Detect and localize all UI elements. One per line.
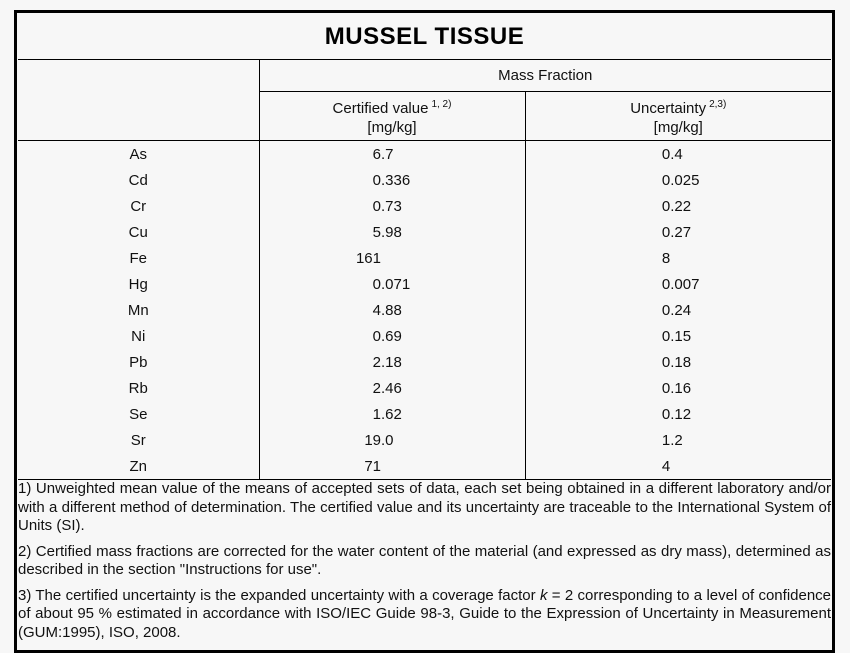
column-header-uncertainty-label: Uncertainty [630, 100, 707, 117]
column-header-uncertainty-unit: [mg/kg] [653, 119, 703, 136]
element-cell: Cd [18, 167, 260, 193]
table-row: Sr 19.0 1.2 [18, 427, 831, 453]
certified-value-cell: 0.336 [259, 167, 526, 193]
title-row: MUSSEL TISSUE [18, 14, 832, 60]
table-row: Rb 2.46 0.16 [18, 375, 831, 401]
element-cell: As [18, 140, 260, 167]
element-cell: Mn [18, 297, 260, 323]
certificate-table: MUSSEL TISSUE Mass Fraction Certified va… [18, 14, 832, 650]
element-cell: Rb [18, 375, 260, 401]
certified-value-cell: 0.69 [259, 323, 526, 349]
uncertainty-cell: 0.22 [661, 197, 692, 215]
table-row: Hg 0.071 0.007 [18, 271, 831, 297]
column-header-row: Certified value 1, 2) [mg/kg] Uncertainty… [18, 91, 832, 141]
certified-value-cell: 71 [259, 453, 526, 480]
title-cell: MUSSEL TISSUE [18, 14, 832, 60]
table-row: Se 1.62 0.12 [18, 401, 831, 427]
table-row: Ni 0.69 0.15 [18, 323, 831, 349]
footnote: 3) The certified uncertainty is the expa… [18, 586, 832, 641]
element-cell: Pb [18, 349, 260, 375]
table-row: Mn 4.88 0.24 [18, 297, 831, 323]
footnote: 2) Certified mass fractions are correcte… [18, 542, 832, 579]
uncertainty-cell: 0.007 [661, 275, 700, 293]
element-cell: Cr [18, 193, 260, 219]
table-row: Fe 161 8 [18, 245, 831, 271]
certified-value-cell: 161 [259, 245, 526, 271]
corner-cell [18, 59, 260, 141]
certified-value-cell: 6.7 [259, 140, 526, 167]
element-cell: Cu [18, 219, 260, 245]
uncertainty-cell: 0.24 [661, 301, 692, 319]
column-header-uncertainty: Uncertainty 2,3) [mg/kg] [525, 91, 832, 141]
certified-value-cell: 19.0 [259, 427, 526, 453]
column-header-certified-line1: Certified value 1, 2) [260, 95, 525, 118]
group-header-mass-fraction: Mass Fraction [259, 59, 832, 92]
column-header-uncertainty-line1: Uncertainty 2,3) [526, 95, 832, 118]
uncertainty-cell: 1.2 [661, 431, 683, 449]
uncertainty-cell: 0.18 [661, 353, 692, 371]
group-header-row: Mass Fraction [18, 59, 832, 141]
column-header-certified-label: Certified value [332, 100, 429, 117]
certified-value-cell: 2.46 [259, 375, 526, 401]
uncertainty-cell: 0.27 [661, 223, 692, 241]
table-row: Cr 0.73 0.22 [18, 193, 831, 219]
footnotes: 1) Unweighted mean value of the means of… [18, 480, 831, 650]
certified-value-cell: 0.73 [259, 193, 526, 219]
certified-value-cell: 4.88 [259, 297, 526, 323]
table-row: Cd 0.336 0.025 [18, 167, 831, 193]
uncertainty-cell: 8 [661, 249, 671, 267]
certified-value-cell: 2.18 [259, 349, 526, 375]
uncertainty-cell: 0.16 [661, 379, 692, 397]
table-row: Zn 71 4 [18, 453, 832, 480]
uncertainty-cell: 0.12 [661, 405, 692, 423]
certificate-table-frame: MUSSEL TISSUE Mass Fraction Certified va… [14, 10, 835, 653]
certified-value-cell: 0.071 [259, 271, 526, 297]
certified-footnote-marks: 1, 2) [431, 99, 452, 110]
footnote: 1) Unweighted mean value of the means of… [18, 480, 832, 534]
page-title: MUSSEL TISSUE [324, 22, 525, 50]
uncertainty-footnote-marks: 2,3) [709, 99, 727, 110]
group-header-label: Mass Fraction [498, 67, 593, 84]
table-row: Cu 5.98 0.27 [18, 219, 831, 245]
table-row: Pb 2.18 0.18 [18, 349, 831, 375]
element-cell: Fe [18, 245, 260, 271]
certified-value-cell: 1.62 [259, 401, 526, 427]
element-cell: Hg [18, 271, 260, 297]
element-cell: Zn [18, 453, 260, 480]
uncertainty-cell: 0.4 [661, 145, 683, 163]
footnotes-row: 1) Unweighted mean value of the means of… [18, 480, 831, 650]
uncertainty-cell: 0.15 [661, 327, 692, 345]
certified-value-cell: 5.98 [259, 219, 526, 245]
data-rows: As 6.7 0.4 Cd 0.336 0.025 Cr 0.73 0.22 Cu 5.98 0.27… [18, 140, 832, 480]
element-cell: Ni [18, 323, 260, 349]
element-cell: Sr [18, 427, 260, 453]
column-header-certified-unit: [mg/kg] [367, 119, 417, 136]
table-row: As 6.7 0.4 [18, 140, 831, 167]
uncertainty-cell: 0.025 [661, 171, 700, 189]
column-header-certified: Certified value 1, 2) [mg/kg] [259, 91, 526, 141]
uncertainty-cell: 4 [525, 453, 832, 480]
element-cell: Se [18, 401, 260, 427]
